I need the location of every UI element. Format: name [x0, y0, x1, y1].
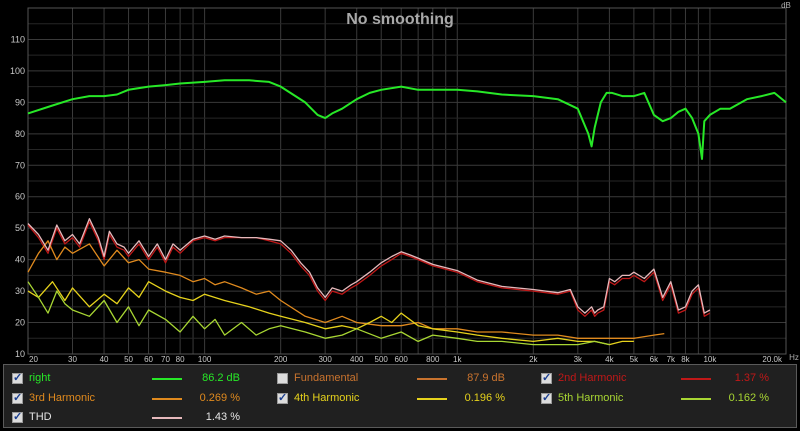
legend-checkbox-4th-harmonic[interactable]: [277, 391, 288, 404]
legend-label: 5th Harmonic: [558, 392, 624, 404]
legend-label: Fundamental: [294, 372, 359, 384]
series-lines: [27, 79, 787, 346]
y-tick-label: 70: [15, 160, 25, 170]
x-tick-label: 3k: [574, 355, 583, 364]
x-tick-label: 8k: [681, 355, 690, 364]
legend-swatch-right: [152, 378, 182, 380]
x-tick-label: 5k: [630, 355, 639, 364]
x-tick-label: 20.0k: [762, 355, 783, 364]
y-tick-label: 40: [15, 255, 25, 265]
x-tick-label: 80: [176, 355, 185, 364]
x-tick-label: 600: [395, 355, 409, 364]
series-line-thd: [27, 218, 711, 314]
x-tick-label: 400: [350, 355, 364, 364]
x-tick-label: 2k: [529, 355, 538, 364]
y-unit-label: dB: [781, 1, 791, 10]
series-line-right: [27, 79, 787, 160]
x-tick-label: 40: [100, 355, 109, 364]
x-tick-label: 10k: [703, 355, 717, 364]
legend-label: 4th Harmonic: [294, 392, 360, 404]
legend-entry-3rd-harmonic: 3rd Harmonic 0.269 %: [12, 389, 262, 409]
legend-swatch-2nd-harmonic: [681, 378, 711, 380]
x-tick-label: 1k: [453, 355, 462, 364]
legend-value: 0.162 %: [728, 392, 769, 404]
legend-entry-right: right 86.2 dB: [12, 369, 262, 389]
x-tick-label: 30: [68, 355, 77, 364]
plot-frame: [27, 7, 787, 355]
legend-value: 0.269 %: [199, 392, 240, 404]
legend-checkbox-fundamental[interactable]: [277, 373, 288, 384]
legend-swatch-4th-harmonic: [417, 398, 447, 400]
legend-entry-5th-harmonic: 5th Harmonic 0.162 %: [541, 389, 791, 409]
legend-entry-thd: THD 1.43 %: [12, 408, 262, 428]
x-tick-label: 500: [375, 355, 389, 364]
x-tick-label: 20: [29, 355, 38, 364]
legend-entry-2nd-harmonic: 2nd Harmonic 1.37 %: [541, 369, 791, 389]
legend-swatch-thd: [152, 417, 182, 419]
plot-background: [0, 0, 800, 364]
legend-value: 1.43 %: [205, 411, 240, 423]
legend-checkbox-right[interactable]: [12, 371, 23, 384]
x-unit-label: Hz: [789, 353, 799, 362]
y-tick-label: 20: [15, 318, 25, 328]
legend-panel: right 86.2 dB Fundamental 87.9 dB 2nd Harmon…: [3, 364, 797, 428]
y-tick-label: 60: [15, 192, 25, 202]
legend-checkbox-5th-harmonic[interactable]: [541, 391, 552, 404]
y-tick-label: 50: [15, 223, 25, 233]
y-tick-label: 10: [15, 349, 25, 359]
legend-entry-4th-harmonic: 4th Harmonic 0.196 %: [277, 389, 527, 409]
y-tick-labels: 10 20 30 40 50 60 70 80 90 100 110: [10, 34, 25, 359]
legend-label: 3rd Harmonic: [29, 392, 96, 404]
x-tick-label: 200: [274, 355, 288, 364]
legend-swatch-3rd-harmonic: [152, 398, 182, 400]
legend-label: right: [29, 372, 51, 384]
legend-value: 0.196 %: [464, 392, 505, 404]
y-tick-label: 100: [10, 66, 25, 76]
y-tick-label: 30: [15, 286, 25, 296]
legend-value: 1.37 %: [734, 372, 769, 384]
legend-checkbox-2nd-harmonic[interactable]: [541, 371, 552, 384]
x-tick-label: 4k: [605, 355, 614, 364]
x-tick-label: 7k: [667, 355, 676, 364]
x-tick-label: 60: [144, 355, 153, 364]
x-tick-label: 100: [198, 355, 212, 364]
chart-title: No smoothing: [346, 11, 454, 28]
legend-value: 86.2 dB: [202, 372, 240, 384]
series-line-2nd-harmonic: [27, 221, 711, 317]
legend-label: 2nd Harmonic: [558, 372, 627, 384]
y-tick-label: 90: [15, 97, 25, 107]
legend-checkbox-thd[interactable]: [12, 410, 23, 423]
x-tick-label: 50: [124, 355, 133, 364]
x-tick-labels: 20 30 40 50 60 70 80 100 200 300 400 500 600 800 1k 2k 3…: [29, 355, 783, 364]
y-tick-label: 80: [15, 129, 25, 139]
legend-label: THD: [29, 411, 52, 423]
legend-swatch-fundamental: [417, 378, 447, 380]
x-tick-label: 6k: [650, 355, 659, 364]
legend-value: 87.9 dB: [467, 372, 505, 384]
legend-entry-fundamental: Fundamental 87.9 dB: [277, 369, 527, 389]
series-line-5th-harmonic: [27, 281, 610, 346]
legend-checkbox-3rd-harmonic[interactable]: [12, 391, 23, 404]
series-line-3rd-harmonic: [27, 240, 665, 339]
x-tick-label: 300: [318, 355, 332, 364]
legend-swatch-5th-harmonic: [681, 398, 711, 400]
y-tick-label: 110: [11, 34, 25, 44]
series-line-4th-harmonic: [27, 281, 634, 346]
x-tick-label: 70: [161, 355, 170, 364]
x-tick-label: 800: [426, 355, 440, 364]
